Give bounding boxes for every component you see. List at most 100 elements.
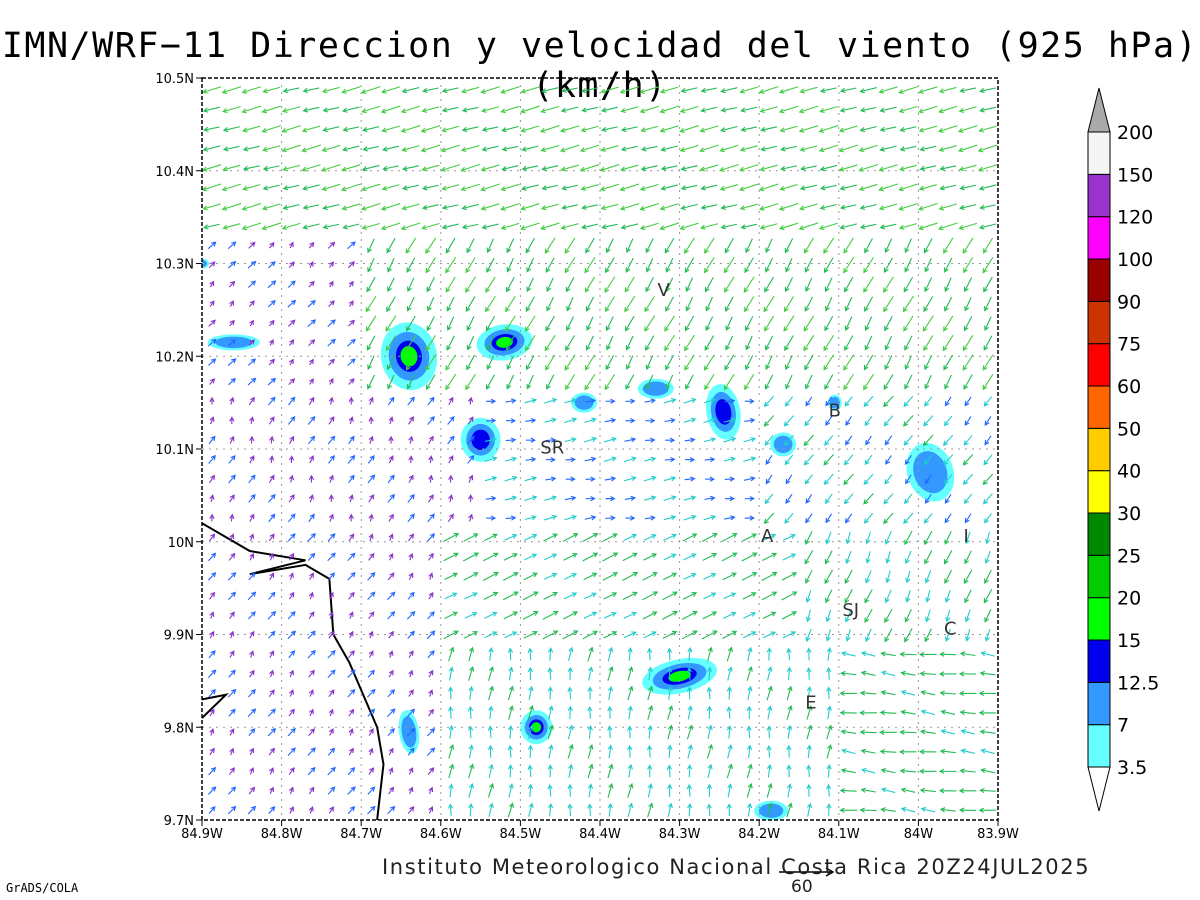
wind-vector (407, 806, 415, 814)
wind-vector (289, 806, 294, 814)
wind-vector (944, 494, 952, 504)
wind-vector (504, 495, 518, 501)
wind-vector (348, 533, 355, 542)
wind-vector (605, 355, 615, 371)
wind-vector (483, 591, 499, 600)
wind-vector (261, 222, 282, 231)
wind-vector (504, 534, 518, 541)
wind-vector (861, 767, 876, 774)
speed-contour-fill (913, 451, 948, 494)
wind-vector (863, 512, 874, 524)
wind-vector (361, 183, 381, 192)
wind-vector (461, 86, 480, 94)
wind-vector (267, 708, 276, 717)
wind-vector (267, 610, 277, 620)
wind-vector (526, 257, 534, 273)
wind-vector (560, 106, 579, 113)
wind-vector (778, 222, 799, 231)
wind-vector (367, 257, 375, 273)
wind-vector (959, 184, 976, 191)
wind-vector (601, 223, 618, 230)
wind-vector (287, 299, 297, 308)
wind-vector (620, 164, 639, 172)
wind-vector (905, 570, 911, 584)
wind-vector (486, 257, 495, 273)
wind-vector (964, 396, 972, 407)
wind-vector (682, 533, 698, 542)
wind-vector (662, 572, 678, 581)
wind-vector (247, 280, 257, 288)
wind-vector (282, 164, 300, 172)
x-tick-label: 84.1W (818, 827, 860, 842)
wind-vector (248, 339, 255, 346)
wind-vector (341, 86, 361, 94)
wind-vector (664, 237, 675, 254)
wind-vector (367, 688, 376, 698)
wind-vector (826, 803, 832, 817)
wind-vector (465, 373, 476, 391)
wind-vector (221, 183, 242, 192)
wind-vector (898, 86, 918, 94)
wind-vector (624, 276, 635, 293)
wind-vector (719, 164, 739, 172)
wind-vector (659, 125, 679, 133)
wind-vector (627, 647, 633, 661)
wind-vector (965, 629, 971, 642)
wind-vector (348, 435, 355, 445)
wind-vector (507, 764, 514, 778)
wind-vector (387, 374, 395, 390)
wind-vector (366, 276, 376, 293)
wind-vector (963, 257, 974, 274)
wind-vector (487, 725, 494, 739)
wind-vector (249, 513, 255, 522)
wind-vector (937, 125, 958, 133)
wind-vector (327, 435, 336, 445)
wind-vector (844, 276, 854, 293)
wind-vector (646, 647, 653, 661)
wind-vector (208, 319, 216, 327)
wind-vector (405, 354, 416, 371)
wind-vector (778, 202, 799, 211)
wind-vector (924, 474, 932, 485)
wind-vector (209, 611, 215, 619)
wind-vector (527, 764, 533, 778)
wind-vector (348, 747, 354, 756)
wind-vector (425, 335, 436, 352)
wind-vector (639, 86, 660, 94)
wind-vector (744, 374, 755, 391)
wind-vector (979, 729, 996, 735)
wind-vector (227, 805, 237, 815)
wind-vector (408, 416, 415, 425)
wind-vector (539, 125, 560, 133)
wind-vector (347, 319, 356, 327)
wind-vector (939, 651, 957, 657)
wind-vector (367, 474, 376, 484)
wind-vector (746, 744, 753, 759)
wind-vector (785, 258, 793, 273)
wind-vector (699, 144, 719, 153)
wind-vector (408, 669, 414, 678)
wind-vector (387, 805, 396, 815)
wind-vector (900, 787, 916, 793)
wind-vector (441, 204, 459, 210)
wind-vector (685, 296, 694, 312)
wind-vector (667, 685, 673, 700)
wind-vector (645, 277, 654, 293)
wind-vector (387, 493, 395, 503)
wind-vector (984, 628, 991, 642)
wind-vector (724, 237, 734, 254)
wind-vector (826, 646, 832, 661)
wind-vector (328, 513, 334, 522)
wind-vector (544, 334, 556, 352)
wind-vector (209, 708, 215, 717)
wind-vector (607, 705, 613, 719)
wind-vector (839, 807, 858, 813)
wind-vector (645, 238, 654, 254)
wind-vector (918, 222, 938, 231)
wind-vector (984, 296, 992, 312)
wind-vector (843, 454, 854, 466)
wind-vector (288, 455, 295, 464)
wind-vector (962, 335, 974, 352)
wind-vector (983, 335, 993, 351)
wind-vector (545, 437, 557, 443)
